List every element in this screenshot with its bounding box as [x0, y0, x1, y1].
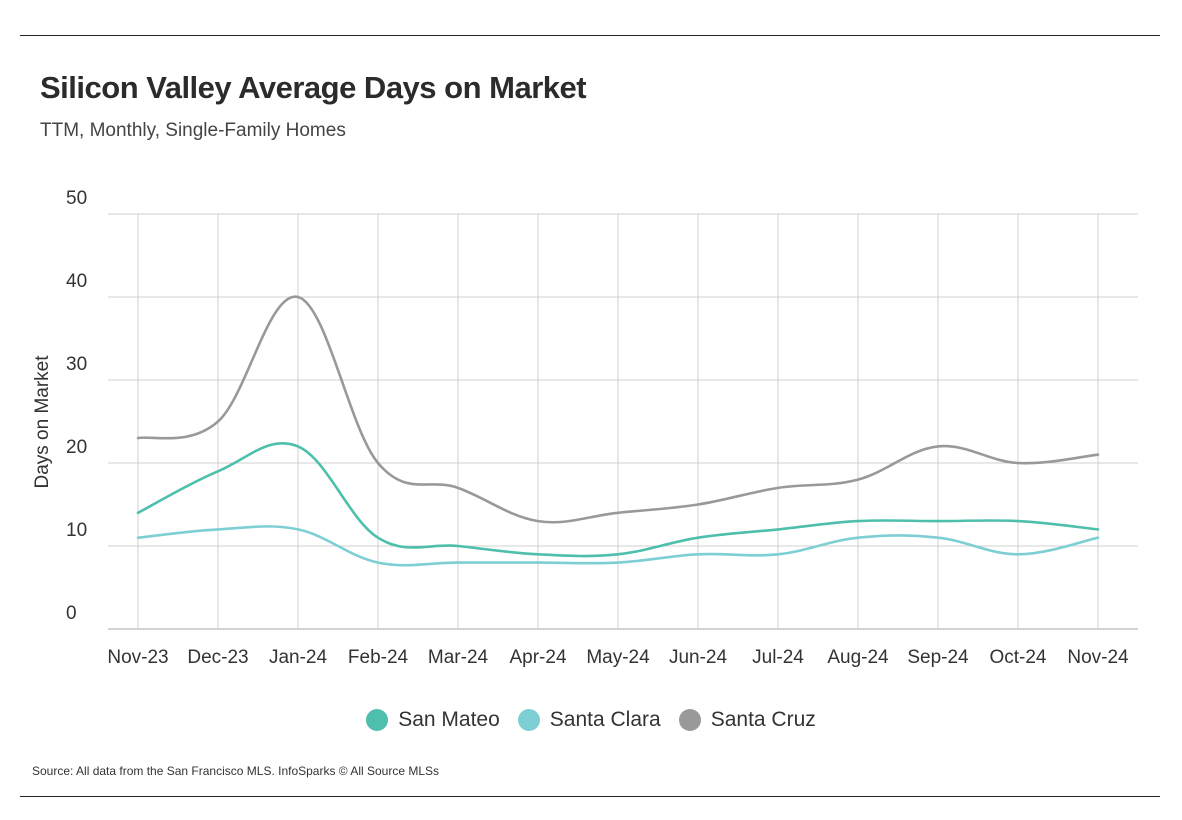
y-tick-label: 10	[66, 520, 87, 541]
legend-swatch-san-mateo	[366, 709, 389, 731]
x-tick-label: Jun-24	[669, 647, 728, 668]
y-tick-label: 20	[66, 437, 87, 458]
x-tick-label: Aug-24	[827, 647, 889, 668]
bottom-rule	[20, 796, 1160, 797]
x-tick-label: May-24	[586, 647, 650, 668]
legend-item-santa-cruz: Santa Cruz	[678, 708, 816, 732]
y-tick-label: 40	[66, 271, 87, 292]
x-tick-label: Jul-24	[752, 647, 804, 668]
x-tick-label: Nov-24	[1067, 647, 1129, 668]
grid-lines	[108, 213, 1138, 630]
x-tick-label: Feb-24	[348, 647, 409, 668]
legend-item-san-mateo: San Mateo	[366, 708, 500, 732]
y-axis-ticks: 0 10 20 30 40 50	[66, 188, 87, 624]
source-note: Source: All data from the San Francisco …	[32, 764, 440, 778]
y-axis-label: Days on Market	[32, 355, 53, 489]
legend: San Mateo Santa Clara Santa Cruz	[0, 708, 1182, 732]
y-tick-label: 0	[66, 603, 77, 624]
legend-item-santa-clara: Santa Clara	[517, 708, 661, 732]
chart-title: Silicon Valley Average Days on Market	[40, 70, 587, 105]
top-rule	[20, 35, 1160, 36]
x-tick-label: Oct-24	[989, 647, 1046, 668]
legend-swatch-santa-cruz	[678, 709, 701, 731]
x-tick-label: Sep-24	[907, 647, 969, 668]
x-tick-label: Dec-23	[187, 647, 248, 668]
legend-label-santa-cruz: Santa Cruz	[710, 708, 816, 731]
y-tick-label: 50	[66, 188, 87, 209]
y-tick-label: 30	[66, 354, 87, 375]
series-lines	[136, 295, 1100, 567]
line-chart: 0 10 20 30 40 50 Nov-23 Dec-23 Jan-24 Feb-24 Mar-…	[32, 188, 1138, 668]
legend-label-santa-clara: Santa Clara	[549, 708, 661, 731]
series-line-san-mateo	[136, 441, 1100, 558]
x-tick-label: Jan-24	[269, 647, 328, 668]
x-axis-ticks: Nov-23 Dec-23 Jan-24 Feb-24 Mar-24 Apr-24 May-…	[107, 647, 1129, 668]
series-line-santa-clara	[136, 525, 1100, 567]
x-tick-label: Mar-24	[428, 647, 489, 668]
legend-label-san-mateo: San Mateo	[398, 708, 500, 731]
legend-swatch-santa-clara	[517, 709, 540, 731]
x-tick-label: Nov-23	[107, 647, 168, 668]
series-line-santa-cruz	[136, 295, 1100, 524]
x-tick-label: Apr-24	[509, 647, 566, 668]
chart-subtitle: TTM, Monthly, Single-Family Homes	[40, 120, 346, 141]
